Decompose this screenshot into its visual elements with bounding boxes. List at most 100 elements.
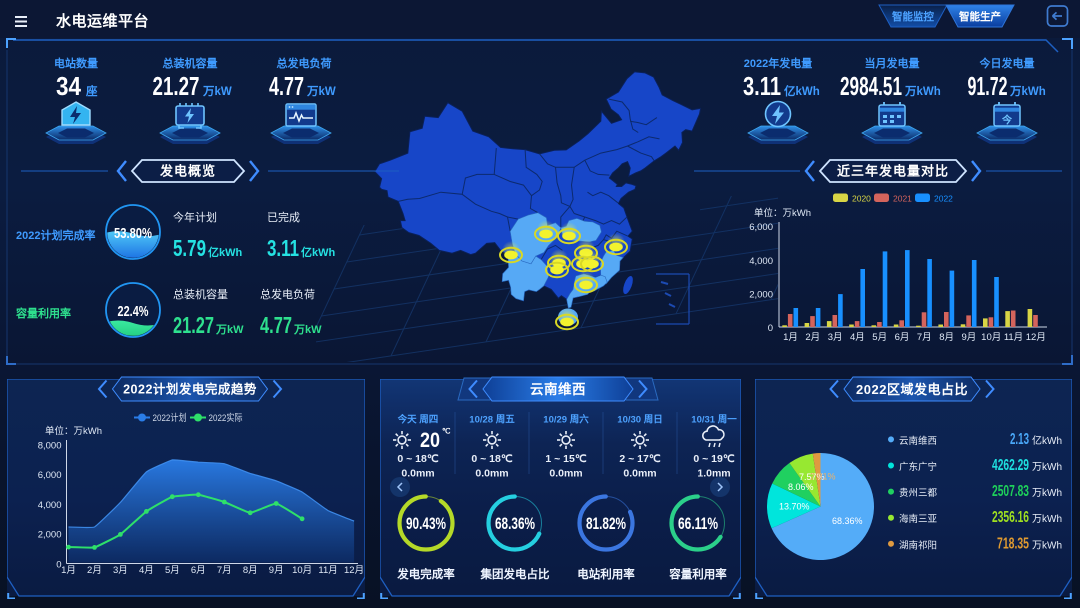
svg-text:℃: ℃ [442,427,451,436]
svg-text:单位：万kWh: 单位：万kWh [754,207,811,219]
svg-text:3月: 3月 [828,332,843,343]
svg-text:9月: 9月 [269,565,284,576]
svg-text:66.11%: 66.11% [678,514,718,533]
svg-text:容量利用率: 容量利用率 [668,567,727,581]
svg-text:10/30 周日: 10/30 周日 [617,415,662,426]
svg-text:发电概览: 发电概览 [159,164,216,179]
svg-text:今日发电量: 今日发电量 [979,56,1035,70]
svg-text:万kW: 万kW [293,323,322,336]
svg-text:0 ~ 18℃: 0 ~ 18℃ [471,453,512,465]
svg-text:今: 今 [1001,114,1013,127]
svg-text:53.80%: 53.80% [114,225,152,242]
svg-text:2356.16: 2356.16 [992,509,1029,526]
svg-text:2021: 2021 [893,194,912,204]
svg-text:4月: 4月 [139,565,154,576]
svg-text:90.43%: 90.43% [406,514,446,533]
svg-text:2022计划: 2022计划 [153,412,187,424]
svg-text:22.4%: 22.4% [118,303,149,320]
svg-text:1月: 1月 [61,565,76,576]
svg-text:8.06%: 8.06% [788,482,814,492]
svg-text:2022区域发电占比: 2022区域发电占比 [856,382,968,397]
svg-text:6,000: 6,000 [749,222,773,233]
svg-text:12月: 12月 [344,565,364,576]
svg-text:0: 0 [56,560,61,571]
svg-text:7月: 7月 [217,565,232,576]
svg-text:总发电负荷: 总发电负荷 [260,287,315,301]
svg-text:0 ~ 19℃: 0 ~ 19℃ [693,453,734,465]
svg-text:亿kWh: 亿kWh [208,245,242,259]
svg-text:万kWh: 万kWh [1032,514,1062,525]
svg-text:21.27: 21.27 [173,312,214,338]
svg-text:4,000: 4,000 [38,500,62,511]
svg-text:电站利用率: 电站利用率 [577,567,635,581]
svg-text:718.35: 718.35 [997,535,1029,552]
svg-text:20: 20 [420,429,440,452]
svg-text:81.82%: 81.82% [586,514,626,533]
svg-text:2022年发电量: 2022年发电量 [744,56,812,70]
svg-text:今年计划: 今年计划 [173,210,217,224]
svg-text:4月: 4月 [850,332,865,343]
svg-text:亿kWh: 亿kWh [1032,434,1062,447]
svg-text:2507.83: 2507.83 [992,483,1029,500]
svg-text:万kWh: 万kWh [1032,488,1062,499]
svg-text:智能生产: 智能生产 [958,10,1001,23]
svg-text:2月: 2月 [87,565,102,576]
svg-text:0: 0 [768,323,773,334]
svg-text:万kW: 万kW [202,85,232,98]
svg-text:4.77: 4.77 [260,312,292,338]
svg-text:2022计划发电完成趋势: 2022计划发电完成趋势 [123,382,257,397]
svg-text:2 ~ 17℃: 2 ~ 17℃ [619,453,660,465]
svg-text:集团发电占比: 集团发电占比 [480,567,550,581]
svg-text:6月: 6月 [191,565,206,576]
svg-text:10/31 周一: 10/31 周一 [691,415,737,426]
svg-text:今天 周四: 今天 周四 [397,414,439,426]
svg-text:总装机容量: 总装机容量 [163,56,218,70]
svg-text:近三年发电量对比: 近三年发电量对比 [837,164,949,179]
svg-text:万kWh: 万kWh [904,85,941,98]
svg-text:万kWh: 万kWh [1009,85,1046,98]
svg-text:4.77: 4.77 [269,71,304,101]
svg-text:21.27: 21.27 [153,71,200,101]
svg-text:亿kWh: 亿kWh [301,245,335,259]
svg-text:91.72: 91.72 [968,71,1008,101]
svg-text:2,000: 2,000 [749,289,773,300]
svg-text:广东广宁: 广东广宁 [899,461,937,473]
svg-text:座: 座 [85,84,98,98]
svg-text:万kW: 万kW [215,323,244,336]
svg-text:9月: 9月 [962,332,977,343]
svg-text:7月: 7月 [917,332,932,343]
svg-text:2月: 2月 [805,332,820,343]
svg-text:2022: 2022 [934,194,953,204]
svg-text:2020: 2020 [852,194,871,204]
svg-text:0.0mm: 0.0mm [623,468,656,480]
svg-text:发电完成率: 发电完成率 [396,567,455,581]
svg-text:68.36%: 68.36% [832,516,863,526]
svg-text:2,000: 2,000 [38,530,62,541]
svg-text:12月: 12月 [1026,332,1046,343]
svg-text:10月: 10月 [292,565,312,576]
svg-text:电站数量: 电站数量 [54,56,98,70]
svg-text:贵州三都: 贵州三都 [899,487,938,499]
svg-text:亿kWh: 亿kWh [784,84,820,98]
svg-text:13.70%: 13.70% [779,502,810,512]
svg-text:10/28 周五: 10/28 周五 [469,415,515,426]
svg-text:34: 34 [56,71,81,101]
svg-text:11月: 11月 [1004,332,1023,343]
svg-text:万kWh: 万kWh [1032,462,1062,473]
svg-text:3月: 3月 [113,565,128,576]
svg-text:8月: 8月 [243,565,258,576]
svg-text:10月: 10月 [981,332,1001,343]
svg-text:云南维西: 云南维西 [530,381,586,397]
svg-text:智能监控: 智能监控 [891,10,934,23]
svg-text:5.79: 5.79 [173,235,206,261]
svg-text:8月: 8月 [939,332,954,343]
svg-text:1 ~ 15℃: 1 ~ 15℃ [545,453,586,465]
svg-text:6,000: 6,000 [38,470,62,481]
svg-text:总发电负荷: 总发电负荷 [277,56,332,70]
svg-text:云南维西: 云南维西 [899,435,937,447]
svg-text:0.0mm: 0.0mm [475,468,508,480]
svg-text:3.11: 3.11 [267,235,299,261]
svg-text:6月: 6月 [895,332,910,343]
svg-text:0 ~ 18℃: 0 ~ 18℃ [397,453,438,465]
svg-text:3.11: 3.11 [743,71,781,101]
